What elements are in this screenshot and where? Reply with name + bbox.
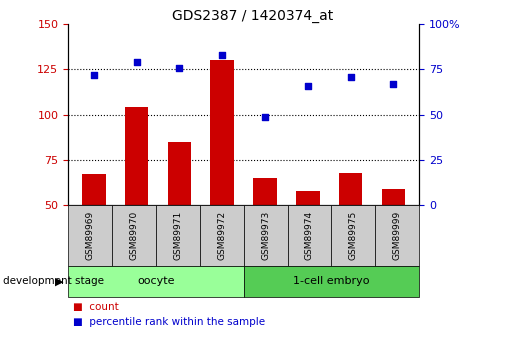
Point [175, 65, 183, 70]
Point [133, 59, 141, 65]
Text: GSM89999: GSM89999 [393, 211, 401, 260]
Text: ▶: ▶ [55, 276, 63, 286]
Text: ■  count: ■ count [73, 302, 119, 312]
Text: ■  percentile rank within the sample: ■ percentile rank within the sample [73, 317, 265, 327]
Bar [382, 189, 405, 205]
Text: oocyte: oocyte [137, 276, 175, 286]
Bar [296, 191, 320, 205]
Text: GSM89972: GSM89972 [217, 211, 226, 260]
Text: GSM89974: GSM89974 [305, 211, 314, 260]
Point [346, 74, 355, 79]
Text: GSM89975: GSM89975 [349, 211, 358, 260]
Bar [211, 60, 234, 205]
Point [261, 114, 269, 119]
Text: GSM89969: GSM89969 [86, 211, 94, 260]
Bar [168, 142, 191, 205]
Point [218, 52, 226, 58]
Text: GDS2387 / 1420374_at: GDS2387 / 1420374_at [172, 9, 333, 23]
Bar [339, 172, 363, 205]
Point [304, 83, 312, 88]
Bar [82, 175, 106, 205]
Bar [125, 107, 148, 205]
Text: GSM89973: GSM89973 [261, 211, 270, 260]
Text: GSM89970: GSM89970 [129, 211, 138, 260]
Text: development stage: development stage [3, 276, 104, 286]
Point [90, 72, 98, 78]
Text: 1-cell embryo: 1-cell embryo [293, 276, 370, 286]
Text: GSM89971: GSM89971 [173, 211, 182, 260]
Point [389, 81, 397, 87]
Bar [254, 178, 277, 205]
